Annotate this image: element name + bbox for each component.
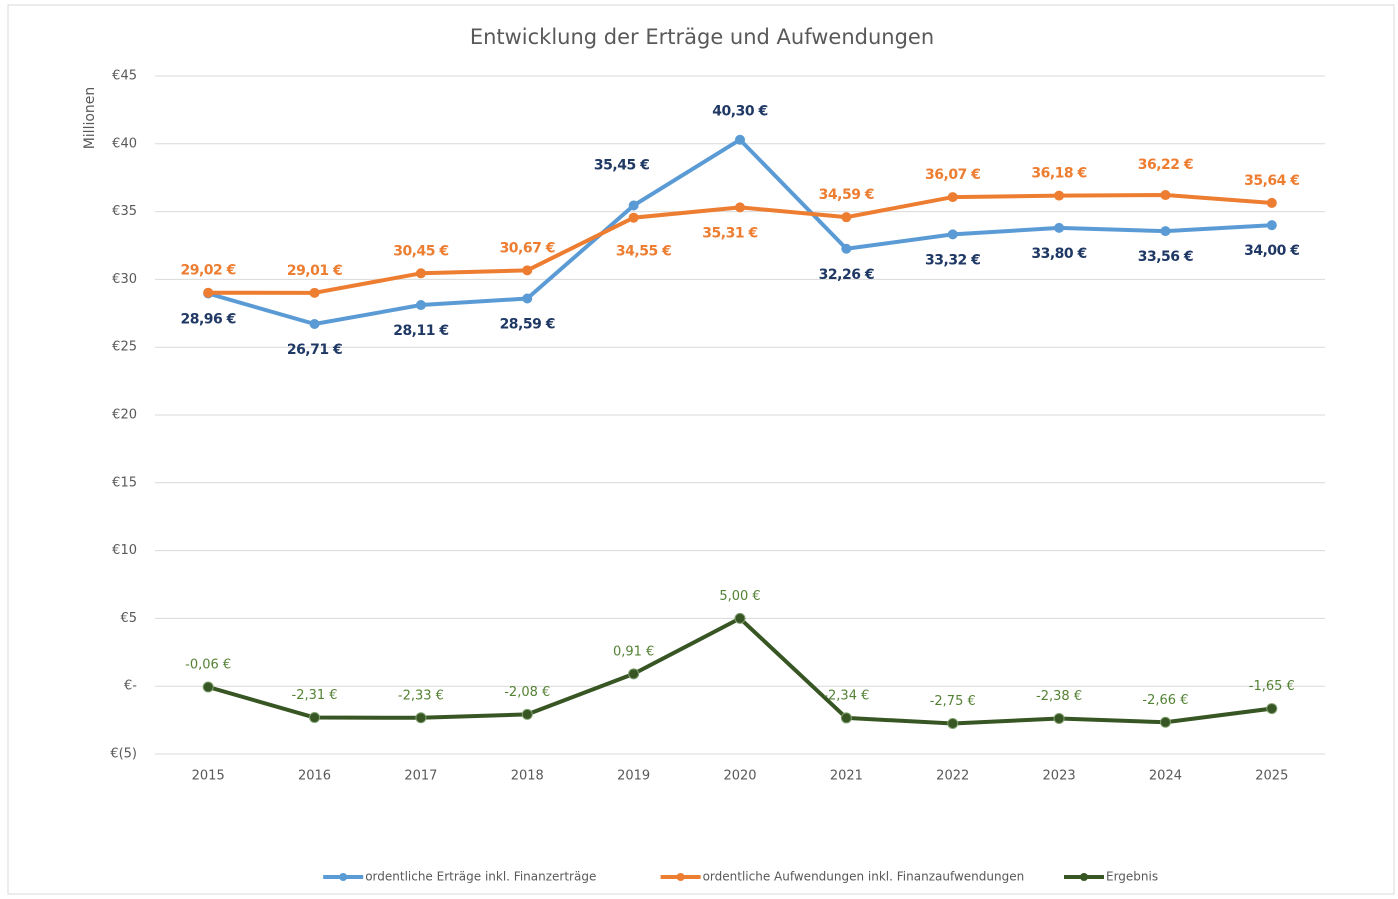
data-label: 28,59 € — [500, 317, 555, 333]
y-tick-label: €45 — [112, 69, 137, 84]
chart-frame — [7, 4, 1395, 895]
y-tick-label: €15 — [112, 475, 137, 490]
y-tick-label: €- — [124, 679, 137, 694]
x-tick-label: 2018 — [511, 769, 544, 784]
data-label: 30,45 € — [393, 243, 448, 259]
point — [628, 668, 640, 680]
data-label: 36,22 € — [1138, 157, 1193, 173]
data-label: 5,00 € — [719, 589, 760, 604]
legend-marker — [1080, 873, 1088, 881]
point — [1054, 190, 1065, 201]
point — [1053, 712, 1065, 724]
point — [947, 717, 959, 729]
y-axis-label: Millionen — [82, 87, 98, 150]
point — [309, 287, 320, 298]
point — [415, 712, 427, 724]
x-tick-label: 2023 — [1043, 769, 1076, 784]
point — [841, 212, 852, 223]
point — [735, 202, 745, 213]
y-tick-label: €20 — [112, 408, 137, 423]
x-tick-label: 2020 — [723, 769, 756, 784]
point — [309, 712, 321, 724]
y-tick-label: €10 — [112, 543, 137, 558]
data-label: -2,38 € — [1036, 689, 1082, 704]
data-label: 29,01 € — [287, 263, 342, 279]
data-label: -2,33 € — [398, 688, 444, 703]
x-tick-label: 2024 — [1149, 769, 1182, 784]
x-tick-label: 2019 — [617, 769, 650, 784]
y-tick-label: €(5) — [110, 747, 137, 762]
data-label: 34,59 € — [819, 187, 874, 203]
data-label: -2,08 € — [504, 685, 550, 700]
data-label: 33,80 € — [1031, 246, 1086, 262]
x-tick-label: 2015 — [192, 769, 225, 784]
data-label: 26,71 € — [287, 342, 342, 358]
data-label: 32,26 € — [819, 267, 874, 283]
legend-marker — [676, 873, 685, 881]
point — [521, 708, 533, 720]
data-label: 35,64 € — [1244, 173, 1299, 189]
data-label: 35,45 € — [594, 157, 649, 173]
y-tick-label: €5 — [120, 611, 137, 626]
data-label: -2,66 € — [1142, 693, 1188, 708]
point — [522, 293, 533, 304]
data-label: 29,02 € — [180, 263, 235, 279]
x-tick-label: 2017 — [404, 769, 437, 784]
chart-title: Entwicklung der Erträge und Aufwendungen — [470, 25, 934, 49]
point — [734, 612, 746, 624]
data-label: 35,31 € — [702, 225, 757, 241]
point — [1160, 190, 1171, 201]
x-tick-label: 2016 — [298, 769, 331, 784]
data-label: 0,91 € — [613, 644, 654, 659]
y-tick-label: €35 — [112, 204, 137, 219]
y-tick-label: €30 — [112, 272, 137, 287]
point — [947, 229, 958, 240]
point — [415, 268, 426, 279]
legend-label: Ergebnis — [1106, 870, 1158, 884]
legend-label: ordentliche Erträge inkl. Finanzerträge — [365, 870, 596, 884]
data-label: 40,30 € — [712, 104, 767, 120]
y-tick-label: €40 — [112, 136, 137, 151]
data-label: -2,75 € — [930, 694, 976, 709]
point — [522, 265, 533, 276]
legend-marker — [339, 873, 348, 881]
legend-label: ordentliche Aufwendungen inkl. Finanzauf… — [703, 870, 1025, 884]
x-tick-label: 2025 — [1255, 769, 1288, 784]
point — [628, 212, 639, 223]
point — [628, 200, 639, 211]
point — [1266, 197, 1277, 208]
data-label: 36,18 € — [1031, 166, 1086, 182]
data-label: 34,00 € — [1244, 243, 1299, 259]
data-label: 28,96 € — [180, 312, 235, 328]
data-label: 34,55 € — [616, 244, 671, 260]
data-label: 33,56 € — [1138, 249, 1193, 265]
point — [415, 300, 426, 311]
point — [309, 319, 320, 330]
point — [1054, 222, 1065, 233]
point — [1159, 716, 1171, 728]
x-tick-label: 2022 — [936, 769, 969, 784]
point — [1160, 226, 1171, 237]
point — [1266, 220, 1277, 231]
data-label: 30,67 € — [500, 240, 555, 256]
point — [1266, 703, 1278, 715]
y-tick-label: €25 — [112, 340, 137, 355]
point — [947, 192, 958, 203]
data-label: -2,31 € — [292, 688, 338, 703]
data-label: 36,07 € — [925, 167, 980, 183]
point — [203, 287, 214, 298]
point — [841, 243, 852, 254]
point — [735, 134, 745, 145]
data-label: 33,32 € — [925, 252, 980, 268]
point — [202, 681, 214, 693]
data-label: 28,11 € — [393, 323, 448, 339]
data-label: -0,06 € — [185, 658, 231, 673]
data-label: -2,34 € — [823, 688, 869, 703]
x-tick-label: 2021 — [830, 769, 863, 784]
point — [840, 712, 852, 724]
data-label: -1,65 € — [1249, 679, 1295, 694]
